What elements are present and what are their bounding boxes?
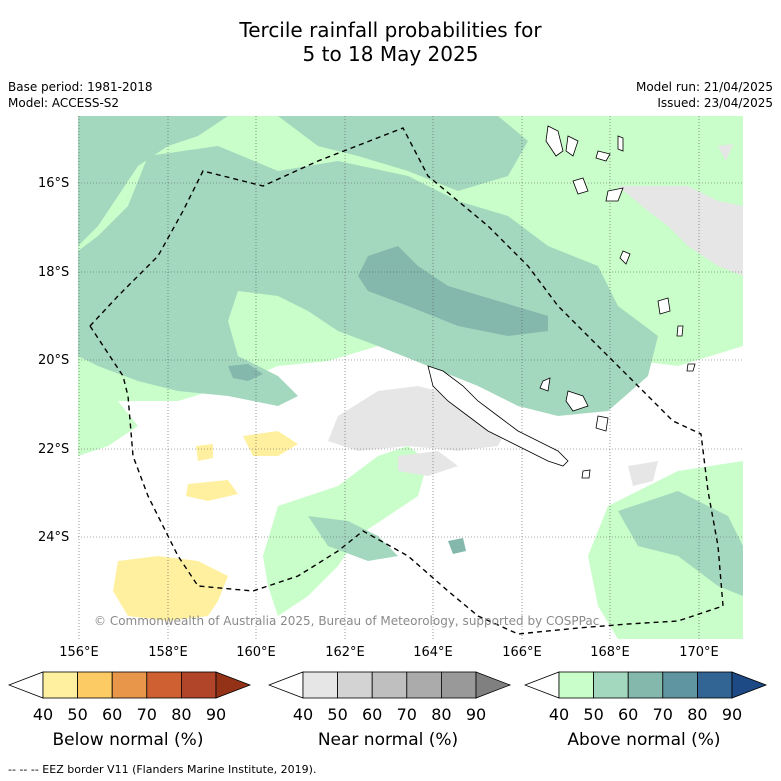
colorbar-right-cap [475,671,512,699]
map-canvas [78,116,743,639]
legend-above-normal: 40 50 60 70 80 90 Above normal (%) [523,670,769,750]
title-line-2: 5 to 18 May 2025 [302,42,479,66]
colorbar-tick-label: 80 [431,705,452,724]
legend-near-normal: 40 50 60 70 80 90 Near normal (%) [267,670,513,750]
issued-text: Issued: 23/04/2025 [657,96,773,110]
meta-right: Model run: 21/04/2025 Issued: 23/04/2025 [636,79,773,111]
colorbar-tick-label: 80 [171,705,192,724]
legend-near-colorbar [267,671,512,699]
colorbar-left-cap [523,671,560,699]
colorbar-tick-label: 50 [67,705,88,724]
above-normal-60-north [278,116,528,191]
colorbar-segment [662,671,698,699]
above-normal-60-southeast [618,491,743,596]
lat-label-22s: 22°S [38,442,70,457]
colorbar-left-cap [267,671,304,699]
colorbar-segment [627,671,664,699]
below-normal-region-spot [196,444,213,461]
near-normal-region-east [618,186,743,276]
colorbar-tick-label: 60 [618,705,639,724]
colorbar-tick-label: 70 [136,705,157,724]
colorbar-segment [337,671,373,699]
colorbar-tick-label: 40 [32,705,54,724]
colorbar-tick-label: 50 [583,705,604,724]
legend-below-normal: 40 50 60 70 80 90 Below normal (%) [7,670,253,750]
colorbar-segment [111,671,148,699]
colorbar-right-cap [215,671,252,699]
lon-label-166e: 166°E [502,645,542,660]
lon-label-164e: 164°E [413,645,453,660]
legend-below-colorbar [7,671,252,699]
below-normal-region-west [186,480,238,501]
below-normal-region-central [243,431,298,456]
colorbar-tick-label: 90 [721,705,743,724]
above-normal-70-spot-2 [448,538,466,554]
colorbar-left-cap [7,671,44,699]
map-area [78,116,743,639]
colorbar-right-cap [731,671,768,699]
map-title: Tercile rainfall probabilities for 5 to … [0,18,781,66]
above-normal-70-core [358,246,548,336]
colorbar-tick-label: 40 [548,705,570,724]
above-normal-50-west [78,396,138,456]
model-run-text: Model run: 21/04/2025 [635,80,773,94]
colorbar-tick-label: 90 [205,705,227,724]
colorbar-segment [593,671,629,699]
lon-label-162e: 162°E [325,645,365,660]
colorbar-segment [42,671,78,699]
colorbar-segment [696,671,733,699]
colorbar-segment [302,671,338,699]
colorbar-tick-label: 60 [102,705,123,724]
colorbar-tick-label: 70 [396,705,417,724]
legend-below-caption: Below normal (%) [52,730,204,750]
legend-above-caption: Above normal (%) [567,730,721,750]
colorbar-segment [180,671,217,699]
colorbar-tick-label: 50 [327,705,348,724]
lat-label-18s: 18°S [38,265,70,280]
lon-label-156e: 156°E [59,645,99,660]
colorbar-tick-label: 60 [362,705,383,724]
colorbar-tick-label: 70 [652,705,673,724]
lat-label-16s: 16°S [38,176,70,191]
near-normal-region-east-2 [628,461,658,486]
below-normal-region-sw [113,556,228,621]
eez-footer-note: -- -- -- EEZ border V11 (Flanders Marine… [8,763,317,776]
colorbar-segment [406,671,442,699]
near-normal-region-ne [718,144,733,161]
model-text: Model: ACCESS-S2 [8,96,120,110]
colorbar-segment [371,671,408,699]
colorbar-tick-label: 90 [465,705,487,724]
colorbar-segment [440,671,477,699]
lon-label-160e: 160°E [236,645,276,660]
above-normal-60-south [308,516,398,561]
lat-label-20s: 20°S [38,353,70,368]
new-caledonia-landmass [427,365,569,467]
legend-near-caption: Near normal (%) [317,730,459,750]
legend-above-colorbar [523,671,768,699]
vanuatu-islands [539,125,696,479]
near-normal-region-south [398,451,458,476]
colorbar-segment [146,671,182,699]
lat-label-24s: 24°S [38,530,70,545]
above-normal-70-spot [228,364,263,381]
gridlines [78,116,743,639]
eez-border [89,127,724,635]
meta-left: Base period: 1981-2018 Model: ACCESS-S2 [8,79,153,111]
lon-label-170e: 170°E [679,645,719,660]
lon-label-158e: 158°E [148,645,188,660]
lon-label-168e: 168°E [590,645,630,660]
colorbar-segment [77,671,113,699]
copyright-text: © Commonwealth of Australia 2025, Bureau… [94,614,600,628]
above-normal-60-region [78,116,228,246]
colorbar-tick-label: 40 [292,705,314,724]
colorbar-tick-label: 80 [687,705,708,724]
base-period-text: Base period: 1981-2018 [8,80,153,94]
colorbar-segment [558,671,594,699]
title-line-1: Tercile rainfall probabilities for [239,18,542,42]
